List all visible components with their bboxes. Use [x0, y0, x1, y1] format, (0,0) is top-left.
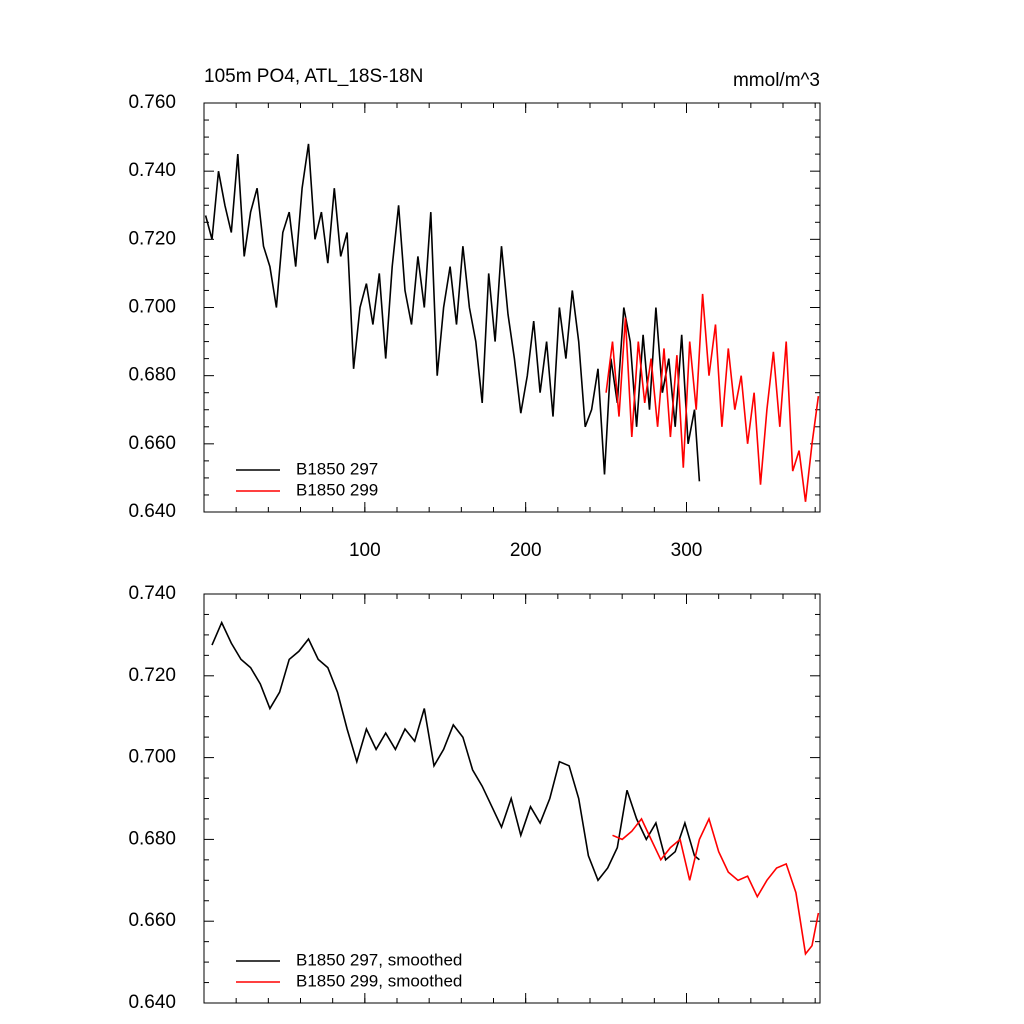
data-line: [612, 816, 820, 956]
x-tick-label: 300: [671, 540, 703, 561]
legend-label: B1850 299, smoothed: [296, 971, 462, 990]
y-tick-label: 0.680: [128, 828, 176, 849]
x-tick-label: 200: [510, 540, 542, 561]
y-tick-label: 0.720: [128, 665, 176, 686]
y-tick-label: 0.740: [128, 160, 176, 181]
y-tick-label: 0.700: [128, 747, 176, 768]
y-tick-label: 0.660: [128, 433, 176, 454]
chart-title: 105m PO4, ATL_18S-18N: [204, 66, 423, 87]
y-tick-label: 0.680: [128, 365, 176, 386]
y-tick-label: 0.760: [128, 92, 176, 113]
y-tick-label: 0.700: [128, 297, 176, 318]
y-tick-label: 0.720: [128, 228, 176, 249]
data-line: [605, 293, 820, 502]
y-tick-label: 0.640: [128, 992, 176, 1013]
data-line: [204, 143, 701, 482]
legend-label: B1850 297: [296, 459, 378, 478]
legend-label: B1850 299: [296, 480, 378, 499]
y-tick-label: 0.640: [128, 501, 176, 522]
y-tick-label: 0.740: [128, 583, 176, 604]
units-label: mmol/m^3: [733, 70, 820, 91]
legend-label: B1850 297, smoothed: [296, 950, 462, 969]
data-line: [211, 620, 700, 882]
x-tick-label: 100: [349, 540, 381, 561]
y-tick-label: 0.660: [128, 910, 176, 931]
